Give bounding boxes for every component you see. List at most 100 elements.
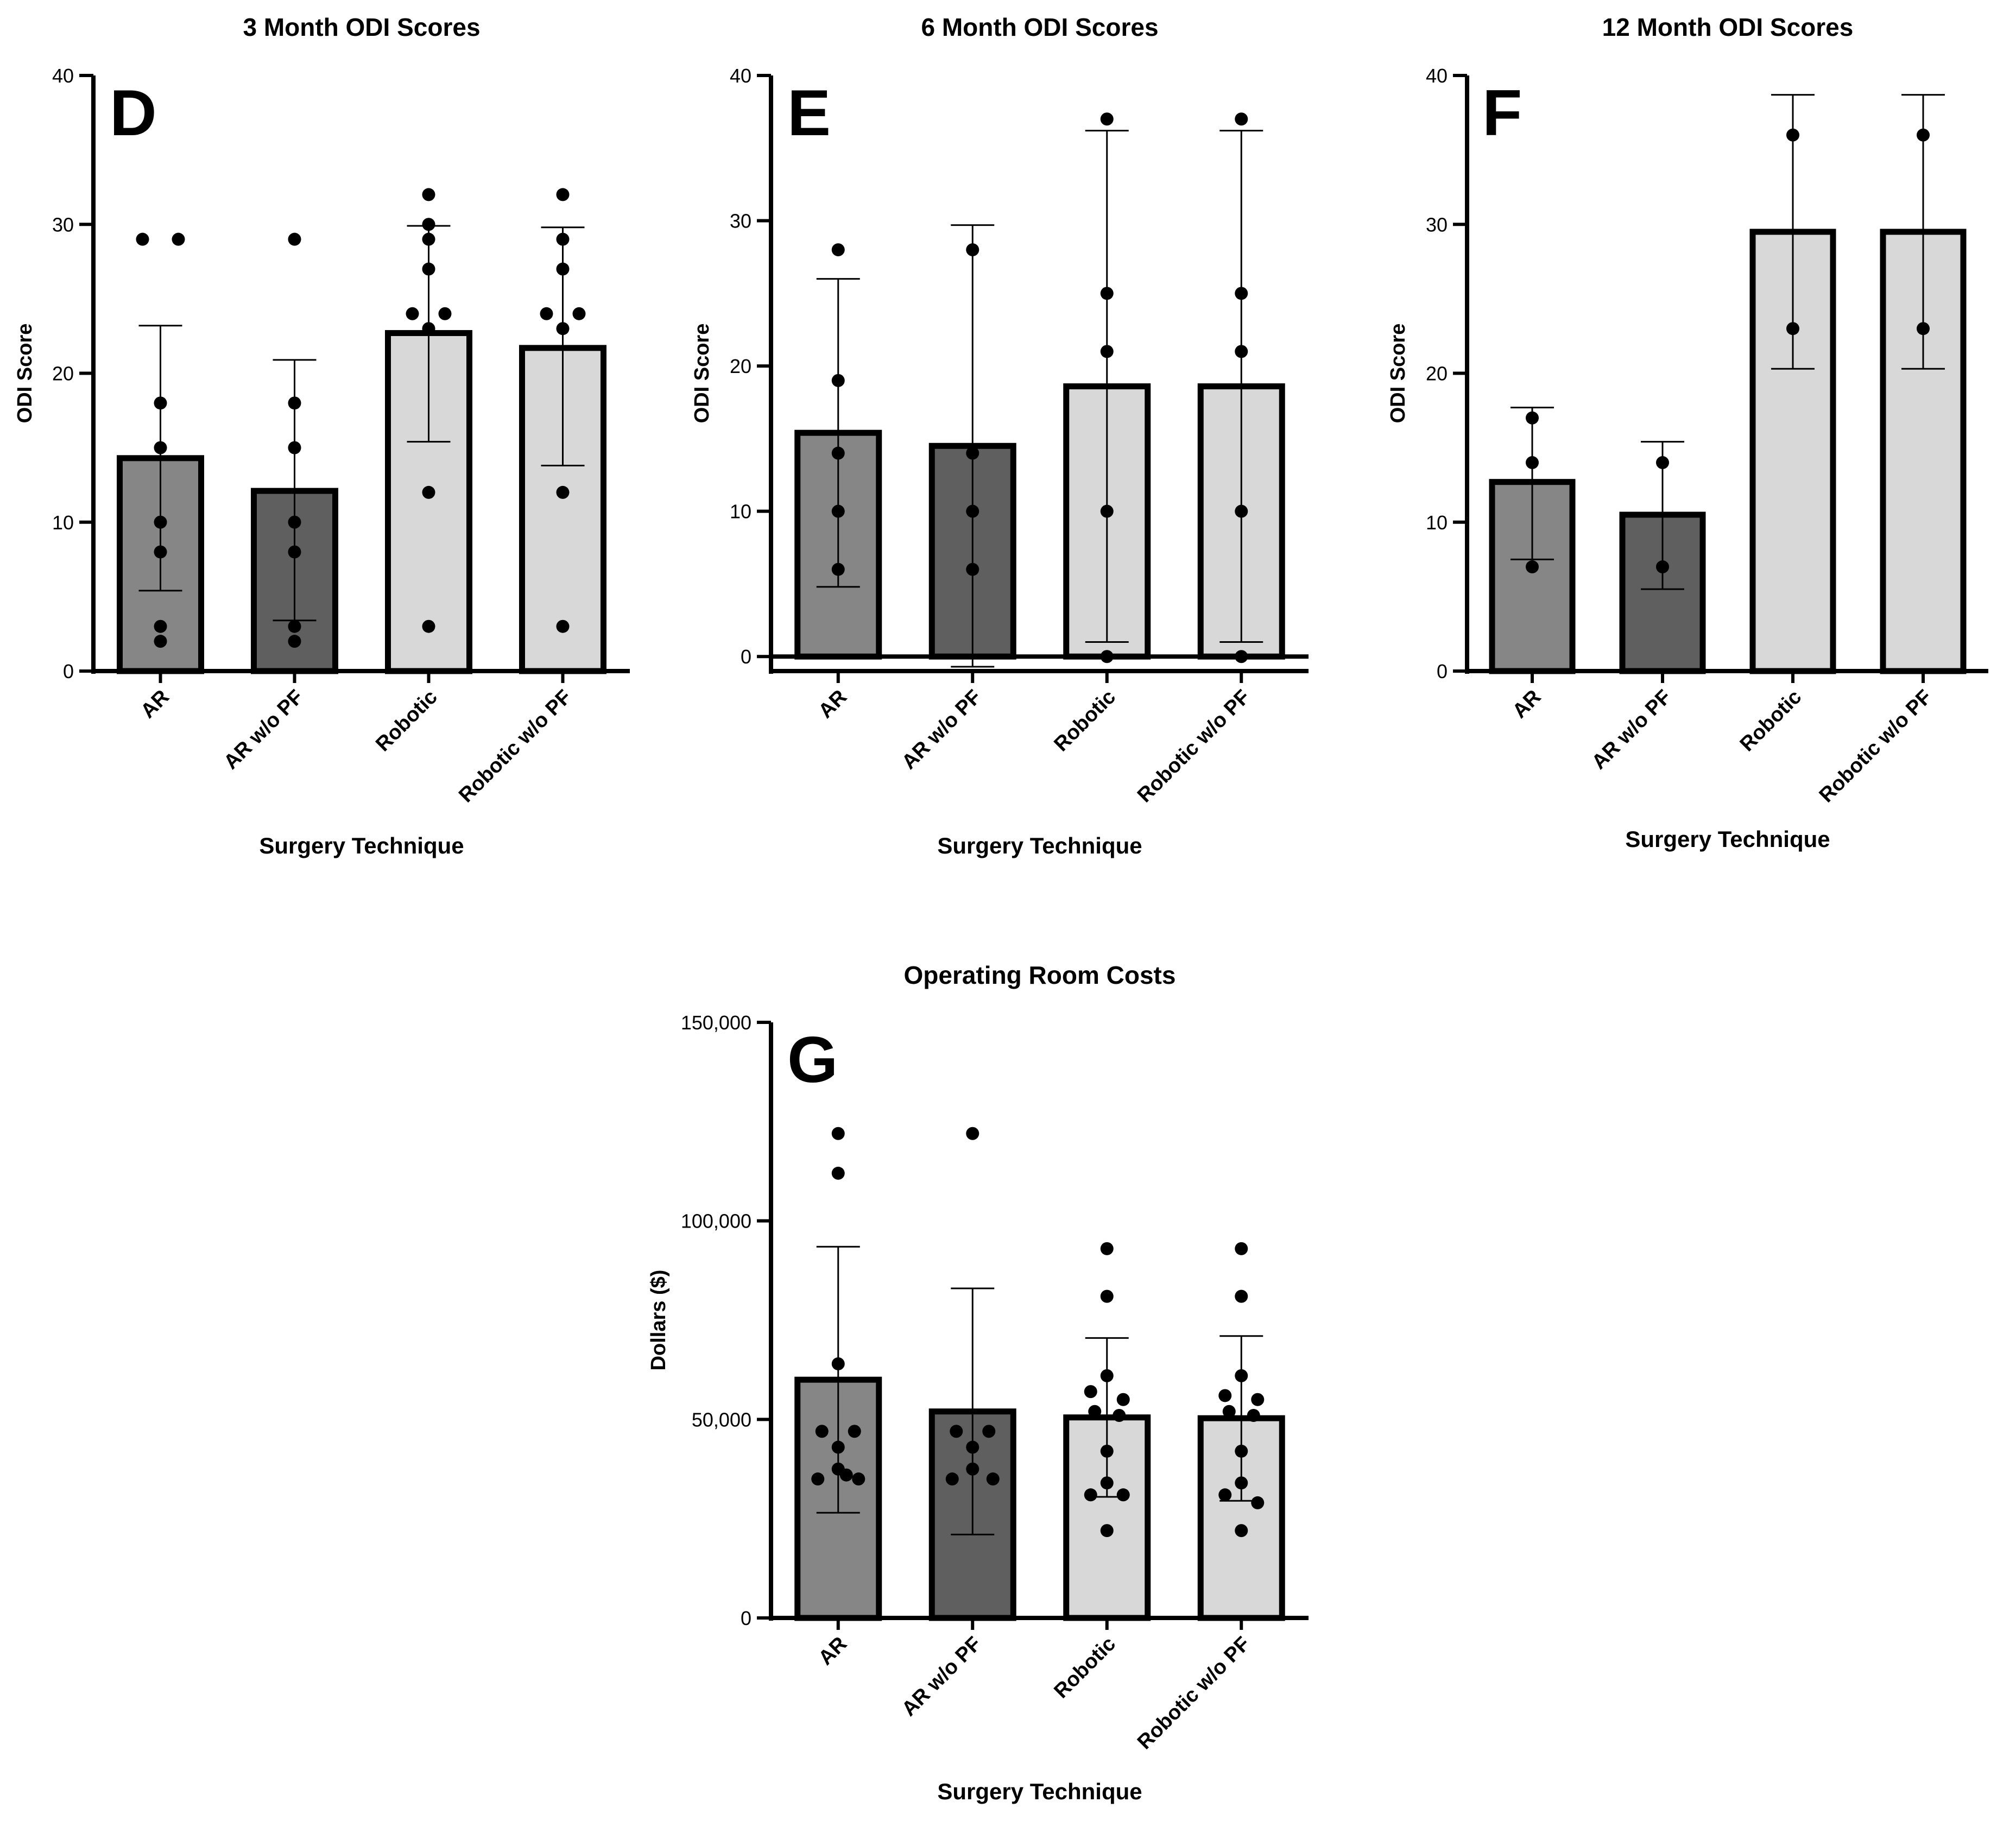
- data-point: [1100, 504, 1114, 518]
- data-point: [556, 188, 570, 201]
- chart-title: 6 Month ODI Scores: [921, 13, 1158, 41]
- data-point: [831, 1357, 845, 1370]
- data-point: [831, 243, 845, 257]
- chart-or-costs: Operating Room Costs G 0 50,000 100,000 150,0…: [647, 961, 1309, 1804]
- data-point: [1251, 1496, 1265, 1509]
- x-tick-label: AR: [814, 686, 852, 723]
- data-point: [288, 232, 301, 246]
- data-point: [406, 307, 419, 320]
- data-point: [154, 619, 167, 633]
- data-point: [966, 446, 979, 460]
- data-point: [1786, 128, 1799, 142]
- data-point: [422, 322, 435, 336]
- bar: [519, 345, 606, 674]
- data-point: [839, 1468, 853, 1482]
- x-tick-label: AR: [136, 686, 174, 723]
- data-point: [556, 262, 570, 276]
- x-axis-label: Surgery Technique: [937, 1779, 1142, 1804]
- chart-title: Operating Room Costs: [904, 961, 1176, 989]
- chart-6-month: 6 Month ODI Scores E 0 10 20 30 40 AR AR w/o PF R…: [691, 13, 1309, 858]
- data-point: [556, 232, 570, 246]
- x-axis-label: Surgery Technique: [1625, 826, 1830, 852]
- x-tick-label: Robotic: [1050, 686, 1120, 756]
- data-point: [1526, 560, 1539, 574]
- x-tick-label: AR w/o PF: [898, 1633, 986, 1721]
- data-point: [1100, 1476, 1114, 1490]
- data-point: [831, 562, 845, 576]
- data-point: [1917, 322, 1930, 336]
- data-point: [811, 1472, 825, 1486]
- data-point: [1235, 287, 1248, 300]
- data-point: [1100, 1444, 1114, 1458]
- data-point: [288, 545, 301, 559]
- x-tick-label: Robotic w/o PF: [454, 686, 576, 807]
- data-point: [1656, 456, 1669, 470]
- data-point: [1218, 1389, 1232, 1402]
- data-point: [950, 1425, 963, 1438]
- x-tick-label: AR w/o PF: [219, 686, 308, 774]
- data-point: [1116, 1488, 1130, 1502]
- data-point: [1100, 287, 1114, 300]
- data-point: [1088, 1405, 1102, 1418]
- data-point: [831, 1127, 845, 1140]
- y-tick-label: 40: [52, 65, 74, 87]
- data-point: [1235, 1289, 1248, 1303]
- x-tick-label: AR w/o PF: [898, 686, 986, 774]
- chart-12-month: 12 Month ODI Scores F 0 10 20 30 40 AR AR w/o PF…: [1387, 13, 1988, 852]
- data-point: [556, 485, 570, 499]
- data-point: [1100, 650, 1114, 663]
- data-point: [1235, 504, 1248, 518]
- data-point: [831, 1166, 845, 1180]
- data-point: [966, 504, 979, 518]
- data-point: [556, 619, 570, 633]
- data-point: [154, 635, 167, 648]
- data-point: [831, 446, 845, 460]
- x-tick-label: Robotic: [1050, 1633, 1120, 1703]
- data-point: [831, 374, 845, 387]
- x-tick-label: AR: [814, 1633, 852, 1670]
- data-point: [1526, 411, 1539, 425]
- chart-3-month: 3 Month ODI Scores D 0 10 20 30 40 AR AR w/o PF R…: [14, 13, 630, 858]
- y-tick-label: 100,000: [681, 1210, 751, 1232]
- data-point: [1656, 560, 1669, 574]
- y-tick-label: 40: [730, 65, 751, 87]
- data-point: [1235, 112, 1248, 126]
- data-point: [1247, 1409, 1260, 1422]
- data-point: [572, 307, 586, 320]
- data-point: [815, 1425, 829, 1438]
- panel-letter: D: [110, 77, 157, 149]
- data-point: [438, 307, 452, 320]
- data-point: [1235, 1369, 1248, 1382]
- chart-title: 12 Month ODI Scores: [1602, 13, 1854, 41]
- data-point: [966, 562, 979, 576]
- data-point: [1100, 345, 1114, 358]
- y-tick-label: 30: [52, 213, 74, 236]
- y-tick-label: 20: [52, 363, 74, 385]
- data-point: [966, 243, 979, 257]
- y-tick-label: 0: [741, 646, 751, 668]
- y-axis-label: ODI Score: [1387, 324, 1410, 423]
- y-axis-label: ODI Score: [691, 324, 713, 423]
- data-point: [1235, 1444, 1248, 1458]
- x-axis-label: Surgery Technique: [937, 833, 1142, 858]
- data-point: [966, 1440, 979, 1454]
- panel-letter: F: [1482, 77, 1522, 149]
- data-point: [1100, 1289, 1114, 1303]
- x-tick-label: AR w/o PF: [1588, 686, 1676, 774]
- x-tick-label: Robotic w/o PF: [1815, 686, 1937, 807]
- data-point: [422, 232, 435, 246]
- data-point: [422, 188, 435, 201]
- x-tick-label: AR: [1508, 686, 1546, 723]
- data-point: [1100, 1524, 1114, 1538]
- data-point: [288, 619, 301, 633]
- data-point: [986, 1472, 1000, 1486]
- data-point: [1100, 1242, 1114, 1255]
- data-point: [831, 504, 845, 518]
- y-tick-label: 0: [1437, 660, 1448, 682]
- data-point: [1235, 650, 1248, 663]
- x-tick-label: Robotic: [371, 686, 442, 756]
- data-point: [1235, 1476, 1248, 1490]
- y-tick-label: 0: [63, 660, 74, 682]
- data-point: [1116, 1393, 1130, 1406]
- data-point: [1222, 1405, 1236, 1418]
